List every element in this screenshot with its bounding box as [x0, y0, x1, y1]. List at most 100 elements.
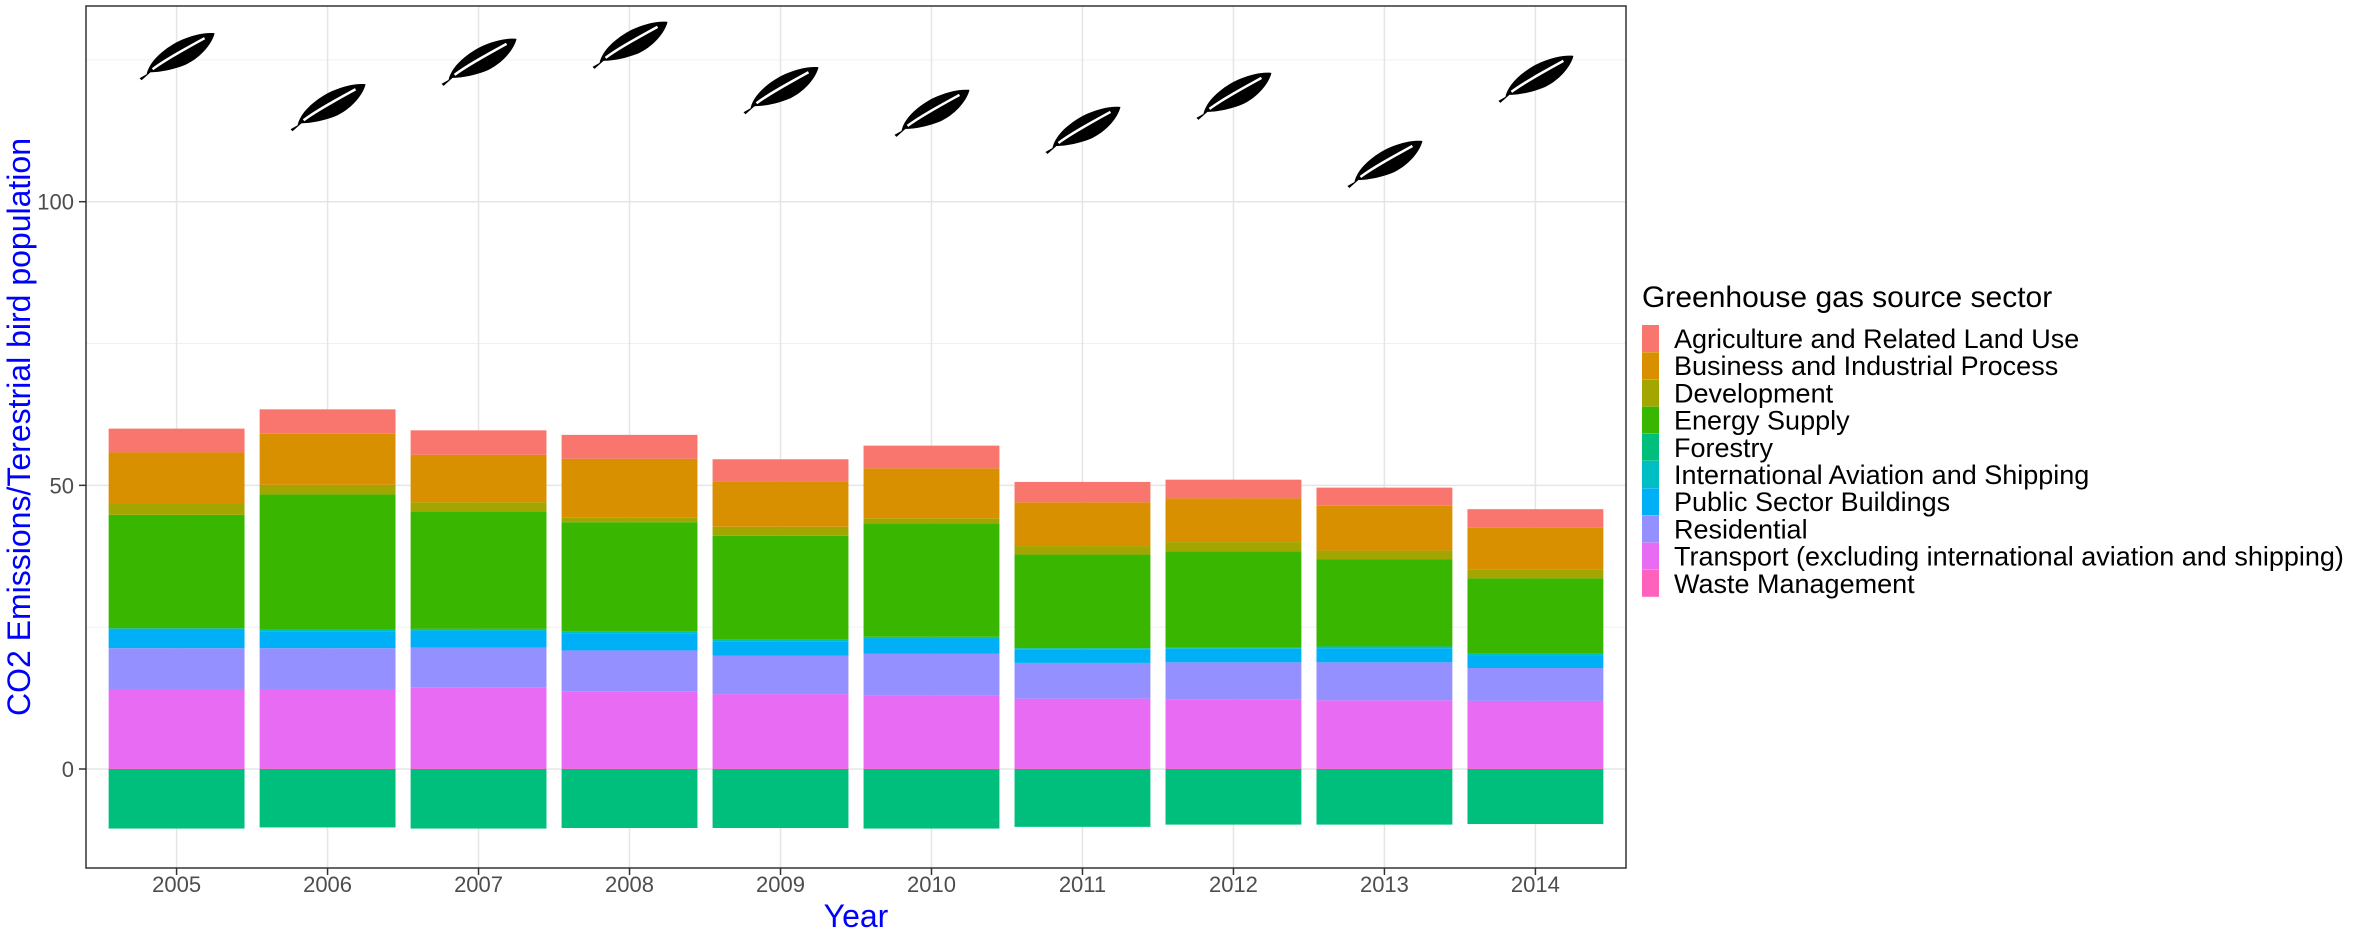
bar-segment	[1316, 700, 1453, 769]
bar-segment	[410, 502, 547, 513]
x-tick-label: 2006	[303, 872, 352, 897]
bar-segment	[108, 514, 245, 629]
bar-segment	[1467, 509, 1604, 528]
bar-segment	[1014, 662, 1151, 699]
bar-segment	[863, 445, 1000, 469]
bar-segment	[863, 768, 1000, 769]
bar-segment	[1165, 498, 1302, 543]
bar-segment	[1014, 546, 1151, 555]
bar-segment	[1316, 662, 1453, 701]
bar-segment	[1316, 769, 1453, 825]
bar-segment	[410, 454, 547, 503]
bar-segment	[259, 689, 396, 769]
bar-segment	[561, 650, 698, 692]
plot-border	[85, 5, 1627, 869]
bar-segment	[712, 641, 849, 656]
bar-segment	[561, 769, 698, 828]
legend-swatch	[1642, 488, 1659, 516]
legend-swatch	[1642, 542, 1659, 570]
legend-label: Waste Management	[1674, 569, 1915, 599]
bar-segment	[1316, 487, 1453, 506]
x-axis-title: Year	[824, 898, 889, 934]
bar-segment	[410, 430, 547, 455]
y-axis-title: CO2 Emissions/Terestrial bird population	[1, 138, 37, 716]
legend-swatch	[1642, 352, 1659, 380]
x-tick-label: 2014	[1511, 872, 1560, 897]
bar-segment	[108, 769, 245, 829]
bar-segment	[712, 526, 849, 536]
bar-segment	[561, 768, 698, 769]
bar-segment	[1165, 542, 1302, 552]
legend-swatch	[1642, 515, 1659, 543]
x-tick-label: 2005	[152, 872, 201, 897]
bar-segment	[863, 653, 1000, 696]
bar-segment	[1014, 554, 1151, 649]
bar-segment	[1165, 479, 1302, 499]
bar-segment	[108, 628, 245, 631]
bar-segment	[1316, 505, 1453, 551]
bar-segment	[1467, 668, 1604, 701]
bar-segment	[1165, 662, 1302, 700]
bar-segment	[561, 633, 698, 651]
x-tick-label: 2007	[454, 872, 503, 897]
bar-segment	[863, 523, 1000, 637]
bar-segment	[108, 648, 245, 690]
legend-swatch	[1642, 569, 1659, 597]
bar-segment	[259, 433, 396, 485]
legend-swatch	[1642, 406, 1659, 434]
y-tick-label: 100	[37, 190, 74, 215]
legend-label: Business and Industrial Process	[1674, 351, 2058, 381]
legend-swatch	[1642, 379, 1659, 407]
bar-segment	[1316, 648, 1453, 663]
x-tick-label: 2010	[907, 872, 956, 897]
bar-segment	[1467, 569, 1604, 579]
x-tick-label: 2011	[1059, 872, 1106, 897]
bar-segment	[1014, 502, 1151, 547]
bar-segment	[1165, 648, 1302, 663]
bar-segment	[410, 630, 547, 648]
legend-swatch	[1642, 325, 1659, 352]
bar-segment	[1467, 768, 1604, 769]
bar-segment	[712, 769, 849, 828]
bar-segment	[1467, 769, 1604, 825]
legend-label: Development	[1674, 378, 1834, 408]
y-tick-label: 50	[50, 473, 74, 498]
bar-segment	[1467, 653, 1604, 656]
bar-segment	[410, 687, 547, 769]
legend-label: Forestry	[1674, 433, 1774, 463]
bar-segment	[1165, 647, 1302, 649]
bar-segment	[561, 517, 698, 523]
x-tick-label: 2012	[1209, 872, 1258, 897]
bar-segment	[108, 768, 245, 769]
bar-segment	[561, 434, 698, 459]
x-tick-label: 2008	[605, 872, 654, 897]
bar-segment	[259, 769, 396, 828]
bar-segment	[1165, 699, 1302, 769]
bar-segment	[1014, 481, 1151, 503]
bar-segment	[1316, 768, 1453, 769]
bar-segment	[561, 631, 698, 634]
x-tick-label: 2013	[1360, 872, 1409, 897]
bar-segment	[863, 638, 1000, 654]
legend-label: Transport (excluding international aviat…	[1674, 542, 2344, 572]
bar-segment	[863, 769, 1000, 829]
legend-swatch	[1642, 433, 1659, 461]
bar-segment	[410, 647, 547, 688]
bar-segment	[863, 468, 1000, 519]
bar-segment	[1014, 698, 1151, 769]
bar-segment	[1467, 527, 1604, 570]
legend-label: Energy Supply	[1674, 406, 1850, 436]
bar-segment	[712, 655, 849, 695]
bar-segment	[863, 636, 1000, 639]
bar-segment	[561, 691, 698, 769]
bar-segment	[410, 512, 547, 629]
legend-label: International Aviation and Shipping	[1674, 460, 2089, 490]
bar-segment	[1316, 550, 1453, 560]
bar-segment	[1467, 578, 1604, 654]
bar-segment	[1165, 551, 1302, 648]
bar-segment	[1165, 768, 1302, 769]
bar-segment	[863, 518, 1000, 524]
bar-segment	[259, 484, 396, 495]
bar-segment	[712, 768, 849, 769]
